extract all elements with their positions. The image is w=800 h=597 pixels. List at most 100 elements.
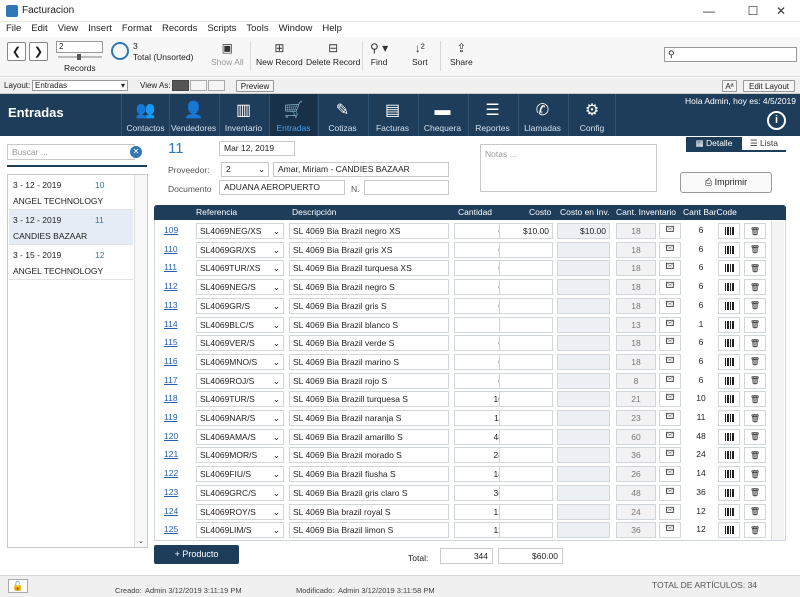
costo-field[interactable] (499, 260, 553, 277)
descripcion-field[interactable]: SL 4069 Bia Brazil negro S (289, 279, 449, 296)
referencia-select[interactable]: SL4069BLC/S ⌄ (196, 316, 284, 333)
view-list-button[interactable] (190, 80, 207, 91)
barcode-icon[interactable] (718, 503, 740, 520)
descripcion-field[interactable]: SL 4069 Bia Brazil gris claro S (289, 484, 449, 501)
referencia-select[interactable]: SL4069LIM/S ⌄ (196, 522, 284, 539)
descripcion-field[interactable]: SL 4069 Bia Brazil fiusha S (289, 466, 449, 483)
referencia-select[interactable]: SL4069GR/S ⌄ (196, 297, 284, 314)
view-form-button[interactable] (172, 80, 189, 91)
barcode-icon[interactable] (718, 428, 740, 445)
image-icon[interactable]: 🖾 (659, 503, 681, 520)
trash-icon[interactable]: 🗑 (744, 353, 766, 370)
image-icon[interactable]: 🖾 (659, 410, 681, 426)
costo-field[interactable] (499, 484, 553, 501)
image-icon[interactable]: 🖾 (659, 447, 681, 464)
trash-icon[interactable]: 🗑 (744, 279, 766, 296)
menu-view[interactable]: View (57, 23, 79, 34)
referencia-select[interactable]: SL4069MNO/S ⌄ (196, 353, 284, 370)
sort-button[interactable]: ↓² Sort (412, 41, 428, 67)
image-icon[interactable]: 🖾 (659, 484, 681, 501)
row-id-link[interactable]: 113 (164, 299, 178, 310)
referencia-select[interactable]: SL4069ROJ/S ⌄ (196, 372, 284, 389)
nav-config[interactable]: ⚙ Config (568, 94, 616, 136)
row-id-link[interactable]: 109 (164, 225, 179, 235)
trash-icon[interactable]: 🗑 (744, 335, 766, 352)
costo-field[interactable] (499, 503, 553, 520)
costo-field[interactable] (499, 335, 553, 352)
row-id-link[interactable]: 124 (164, 505, 179, 516)
costo-field[interactable]: $10.00 (499, 223, 553, 239)
nav-contactos[interactable]: 👥 Contactos (121, 94, 169, 136)
row-id-link[interactable]: 120 (164, 430, 179, 441)
barcode-icon[interactable] (718, 522, 740, 539)
nav-cotizas[interactable]: ✎ Cotizas (318, 94, 366, 136)
referencia-select[interactable]: SL4069TUR/XS ⌄ (196, 260, 284, 277)
descripcion-field[interactable]: SL 4069 Bia Brazil negro XS (289, 223, 449, 239)
descripcion-field[interactable]: SL 4069 Bia Brazil gris XS (289, 241, 449, 258)
trash-icon[interactable]: 🗑 (744, 410, 766, 426)
row-id-link[interactable]: 116 (164, 355, 178, 366)
record-slider-thumb[interactable] (77, 54, 81, 60)
menu-scripts[interactable]: Scripts (207, 23, 237, 34)
menu-help[interactable]: Help (322, 23, 342, 34)
imprimir-button[interactable]: ⎙ Imprimir (680, 172, 772, 193)
row-id-link[interactable]: 118 (164, 393, 178, 404)
referencia-select[interactable]: SL4069TUR/S ⌄ (196, 391, 284, 408)
costo-field[interactable] (499, 316, 553, 333)
barcode-icon[interactable] (718, 260, 740, 277)
descripcion-field[interactable]: SL 4069 Bia Brazil blanco S (289, 316, 449, 333)
row-id-link[interactable]: 115 (164, 337, 178, 348)
search-input[interactable]: Buscar ... (7, 144, 135, 160)
list-item[interactable]: 3 - 12 - 2019 11 CANDIES BAZAAR (9, 210, 133, 245)
n-field[interactable] (364, 180, 449, 195)
row-id-link[interactable]: 123 (164, 486, 179, 497)
lock-icon[interactable]: 🔓 (8, 579, 28, 593)
costo-field[interactable] (499, 391, 553, 408)
trash-icon[interactable]: 🗑 (744, 447, 766, 464)
referencia-select[interactable]: SL4069MOR/S ⌄ (196, 447, 284, 464)
nav-vendedores[interactable]: 👤 Vendedores (169, 94, 217, 136)
nav-entradas[interactable]: 🛒 Entradas (269, 94, 317, 136)
minimize-button[interactable]: — (703, 4, 715, 18)
menu-tools[interactable]: Tools (246, 23, 269, 34)
costo-field[interactable] (499, 466, 553, 483)
formatting-bar-button[interactable]: Aª (722, 80, 737, 92)
new-record-button[interactable]: ⊞ New Record (256, 41, 303, 67)
delete-record-button[interactable]: ⊟ Delete Record (306, 41, 361, 67)
referencia-select[interactable]: SL4069ROY/S ⌄ (196, 503, 284, 520)
image-icon[interactable]: 🖾 (659, 353, 681, 370)
descripcion-field[interactable]: SL 4069 Bia Brazil morado S (289, 447, 449, 464)
descripcion-field[interactable]: SL 4069 Bia Brazil rojo S (289, 372, 449, 389)
preview-button[interactable]: Preview (236, 80, 274, 92)
list-scrollbar[interactable]: ⌄ (134, 175, 147, 547)
barcode-icon[interactable] (718, 335, 740, 352)
tab-lista[interactable]: ☰ Lista (750, 138, 778, 148)
image-icon[interactable]: 🖾 (659, 297, 681, 314)
image-icon[interactable]: 🖾 (659, 279, 681, 296)
trash-icon[interactable]: 🗑 (744, 372, 766, 389)
row-id-link[interactable]: 114 (164, 318, 178, 329)
proveedor-id-select[interactable]: 2 ⌄ (221, 162, 269, 177)
list-item[interactable]: 3 - 15 - 2019 12 ANGEL TECHNOLOGY (9, 245, 133, 280)
costo-field[interactable] (499, 279, 553, 296)
menu-records[interactable]: Records (161, 23, 198, 34)
barcode-icon[interactable] (718, 353, 740, 370)
cantidad-field[interactable]: 11 (454, 410, 507, 426)
menu-insert[interactable]: Insert (88, 23, 112, 34)
trash-icon[interactable]: 🗑 (744, 484, 766, 501)
cantidad-field[interactable]: 36 (454, 484, 507, 501)
menu-window[interactable]: Window (278, 23, 313, 34)
menu-format[interactable]: Format (121, 23, 152, 34)
tab-detalle[interactable]: ▦ Detalle (686, 137, 742, 150)
barcode-icon[interactable] (718, 410, 740, 426)
proveedor-name-field[interactable]: Amar, Miriam - CANDIES BAZAAR (273, 162, 449, 177)
referencia-select[interactable]: SL4069NEG/XS ⌄ (196, 223, 284, 239)
row-id-link[interactable]: 121 (164, 449, 179, 460)
show-all-button[interactable]: ▣ Show All (211, 41, 244, 67)
descripcion-field[interactable]: SL 4069 Bia Brazil gris S (289, 297, 449, 314)
trash-icon[interactable]: 🗑 (744, 391, 766, 408)
view-table-button[interactable] (208, 80, 225, 91)
maximize-button[interactable]: ☐ (747, 4, 759, 18)
image-icon[interactable]: 🖾 (659, 428, 681, 445)
info-icon[interactable]: i (767, 111, 786, 130)
